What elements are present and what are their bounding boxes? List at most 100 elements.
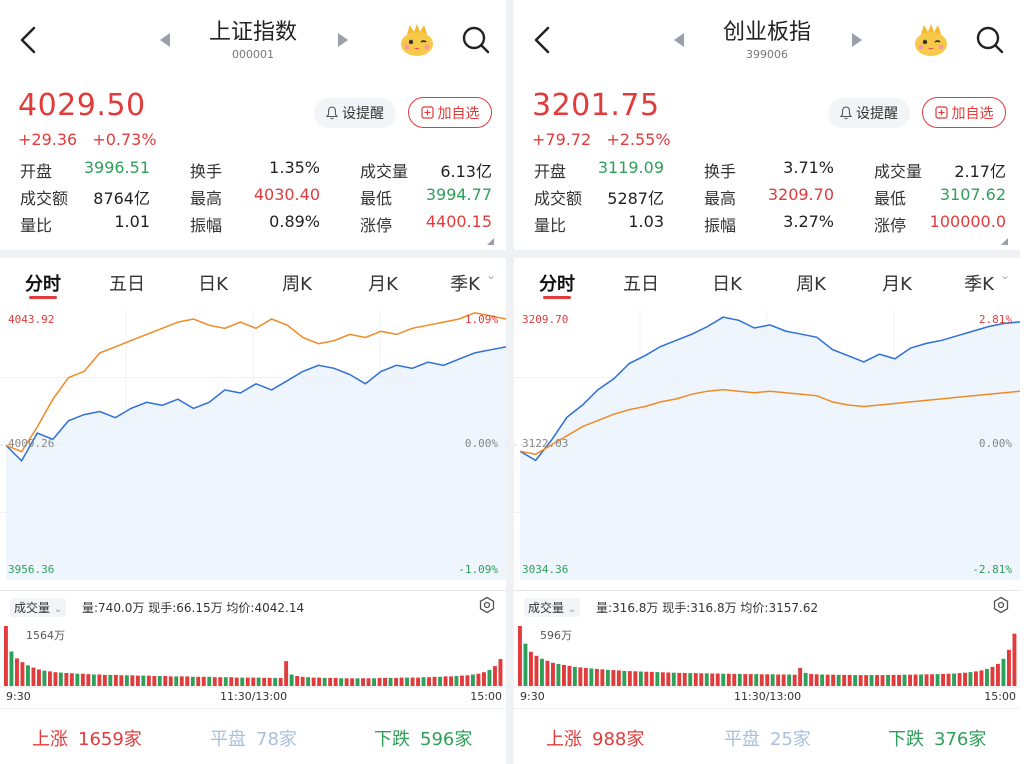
volume-bar xyxy=(245,677,250,686)
stats-row: 量比 1.03 振幅 3.27% 涨停 100000.0 xyxy=(534,212,1006,239)
tab-period[interactable]: 五日 xyxy=(109,274,145,295)
index-panel-sse: 上证指数 000001 4029.50 +29.36 +0.73% 设提醒 xyxy=(0,0,506,764)
add-watchlist-button[interactable]: 加自选 xyxy=(408,97,492,128)
volume-bar xyxy=(572,666,577,686)
section-separator xyxy=(0,250,506,258)
intraday-chart[interactable] xyxy=(514,302,1020,588)
tab-period[interactable]: 分时 xyxy=(25,274,61,295)
decliners-label: 下跌 xyxy=(374,729,410,750)
volume-bar xyxy=(9,651,14,686)
decliners-count: 596家 xyxy=(420,729,473,750)
stats-row: 成交额 8764亿 最高 4030.40 最低 3994.77 xyxy=(20,185,492,212)
stat-value: 0.89% xyxy=(269,212,320,231)
decliners[interactable]: 下跌 376家 xyxy=(888,725,986,751)
tab-period[interactable]: 月K xyxy=(368,274,398,295)
index-title: 上证指数 xyxy=(208,20,297,45)
change-percent: +2.55% xyxy=(606,130,671,149)
volume-bar xyxy=(985,668,989,686)
volume-chart[interactable] xyxy=(0,622,506,688)
advancers[interactable]: 上涨 1659家 xyxy=(32,725,142,751)
settings-icon[interactable] xyxy=(992,596,1010,614)
next-index-arrow-icon[interactable] xyxy=(338,33,348,47)
search-icon[interactable] xyxy=(460,24,492,56)
tab-period[interactable]: 日K xyxy=(712,274,742,295)
volume-bar xyxy=(963,672,967,686)
volume-bar xyxy=(350,678,355,686)
change-percent: +0.73% xyxy=(92,130,157,149)
stat-value: 1.03 xyxy=(628,212,664,231)
volume-bar xyxy=(141,675,146,686)
add-watchlist-button[interactable]: 加自选 xyxy=(922,97,1006,128)
prev-index-arrow-icon[interactable] xyxy=(160,33,170,47)
axis-mid-price: 3122.03 xyxy=(522,437,569,450)
volume-bar xyxy=(31,667,36,686)
volume-bar xyxy=(476,673,481,686)
next-index-arrow-icon[interactable] xyxy=(852,33,862,47)
volume-bar xyxy=(1001,658,1006,686)
stat-label: 最高 xyxy=(704,189,737,208)
volume-bar xyxy=(207,676,212,686)
quote-stats: 开盘 3996.51 换手 1.35% 成交量 6.13亿 成交额 8764亿 最高 4030.4… xyxy=(20,158,492,239)
stat-value: 2.17亿 xyxy=(954,162,1006,181)
volume-bar xyxy=(611,670,616,686)
price-area-fill xyxy=(6,346,506,580)
time-midday: 11:30/13:00 xyxy=(220,690,288,703)
settings-icon[interactable] xyxy=(478,596,496,614)
volume-indicator-dropdown[interactable]: 成交量 ⌄ xyxy=(524,598,581,617)
advancers[interactable]: 上涨 988家 xyxy=(546,725,644,751)
tab-period[interactable]: 季K xyxy=(964,274,994,295)
volume-indicator-dropdown[interactable]: 成交量 ⌄ xyxy=(10,598,67,617)
volume-bar xyxy=(721,673,726,686)
tab-period[interactable]: 周K xyxy=(282,274,312,295)
tab-period[interactable]: 季K xyxy=(450,274,480,295)
volume-bar xyxy=(306,677,311,686)
back-arrow-icon[interactable] xyxy=(528,22,558,58)
mascot-icon[interactable] xyxy=(912,22,950,58)
axis-mid-price: 4000.26 xyxy=(8,437,55,450)
volume-indicator-label: 成交量 xyxy=(14,601,51,615)
unchanged[interactable]: 平盘 25家 xyxy=(724,725,811,751)
volume-bar xyxy=(578,667,583,686)
stat-label: 成交量 xyxy=(360,162,409,181)
set-alert-button[interactable]: 设提醒 xyxy=(314,98,396,128)
volume-bar xyxy=(482,672,486,686)
stat-label: 成交额 xyxy=(20,189,69,208)
stat-value: 3209.70 xyxy=(767,185,834,204)
unchanged-count: 25家 xyxy=(770,729,811,750)
advancers-count: 1659家 xyxy=(78,729,142,750)
prev-index-arrow-icon[interactable] xyxy=(674,33,684,47)
expand-corner-icon[interactable] xyxy=(1001,238,1008,245)
tab-period[interactable]: 分时 xyxy=(539,274,575,295)
volume-bar xyxy=(924,674,929,686)
volume-bar xyxy=(798,667,803,686)
volume-bar xyxy=(86,674,91,686)
volume-bar xyxy=(256,677,261,686)
intraday-chart[interactable] xyxy=(0,302,506,588)
tab-period[interactable]: 五日 xyxy=(623,274,659,295)
volume-bar xyxy=(163,676,168,686)
volume-max-label: 596万 xyxy=(540,629,572,642)
unchanged[interactable]: 平盘 78家 xyxy=(210,725,297,751)
decliners[interactable]: 下跌 596家 xyxy=(374,725,472,751)
price-change: +79.72 +2.55% xyxy=(532,130,681,149)
volume-bar xyxy=(858,675,863,686)
volume-bar xyxy=(223,677,228,686)
price-line xyxy=(5,346,506,463)
tab-period[interactable]: 月K xyxy=(882,274,912,295)
set-alert-button[interactable]: 设提醒 xyxy=(828,98,910,128)
stat-value: 6.13亿 xyxy=(440,162,492,181)
stat-value: 4030.40 xyxy=(253,185,320,204)
volume-chart[interactable] xyxy=(514,622,1020,688)
search-icon[interactable] xyxy=(974,24,1006,56)
axis-mid-percent: 0.00% xyxy=(978,437,1012,450)
volume-bar xyxy=(704,673,709,686)
stat-value: 3.27% xyxy=(783,212,834,231)
tab-period[interactable]: 日K xyxy=(198,274,228,295)
volume-bar xyxy=(190,676,195,686)
volume-bar xyxy=(355,678,360,686)
tab-period[interactable]: 周K xyxy=(796,274,826,295)
volume-bar xyxy=(361,678,365,686)
back-arrow-icon[interactable] xyxy=(14,22,44,58)
mascot-icon[interactable] xyxy=(398,22,436,58)
expand-corner-icon[interactable] xyxy=(487,238,494,245)
